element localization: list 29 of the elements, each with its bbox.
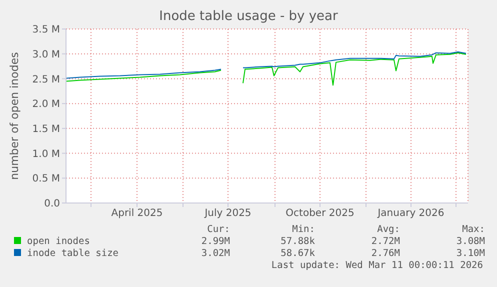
legend-label: open inodes (27, 236, 90, 247)
text: Avg: (376, 224, 400, 235)
text: 2.76M (370, 248, 400, 259)
chart-title: Inode table usage - by year (158, 9, 339, 24)
x-tick-label: April 2025 (111, 208, 163, 220)
y-tick-label: 1.5 M (32, 124, 60, 135)
x-tick-label: January 2026 (376, 208, 444, 220)
x-tick-label: July 2025 (204, 208, 252, 220)
y-tick-label: 3.5 M (32, 24, 60, 36)
text: 57.88k (280, 236, 315, 247)
y-tick-label: 0.0 (44, 198, 60, 210)
legend-label: inode table size (27, 248, 119, 259)
text: 2.72M (370, 236, 400, 247)
text: Cur: (206, 224, 230, 235)
y-tick-label: 2.5 M (32, 74, 60, 86)
text: Last update: Wed Mar 11 00:00:11 2026 (271, 260, 483, 271)
x-tick-label: October 2025 (286, 208, 354, 220)
text: 3.02M (200, 248, 230, 259)
y-tick-label: 0.5 M (32, 174, 60, 185)
y-tick-label: 2.0 M (32, 99, 60, 110)
y-axis-title: number of open inodes (8, 52, 21, 180)
text: 3.10M (455, 248, 485, 259)
text: 2.99M (200, 236, 230, 247)
y-tick-label: 1.0 M (32, 148, 60, 160)
text: Max: (461, 224, 485, 235)
text: 3.08M (455, 236, 485, 247)
y-tick-label: 3.0 M (32, 49, 60, 60)
text: 58.67k (280, 248, 315, 259)
text: Min: (291, 224, 315, 235)
